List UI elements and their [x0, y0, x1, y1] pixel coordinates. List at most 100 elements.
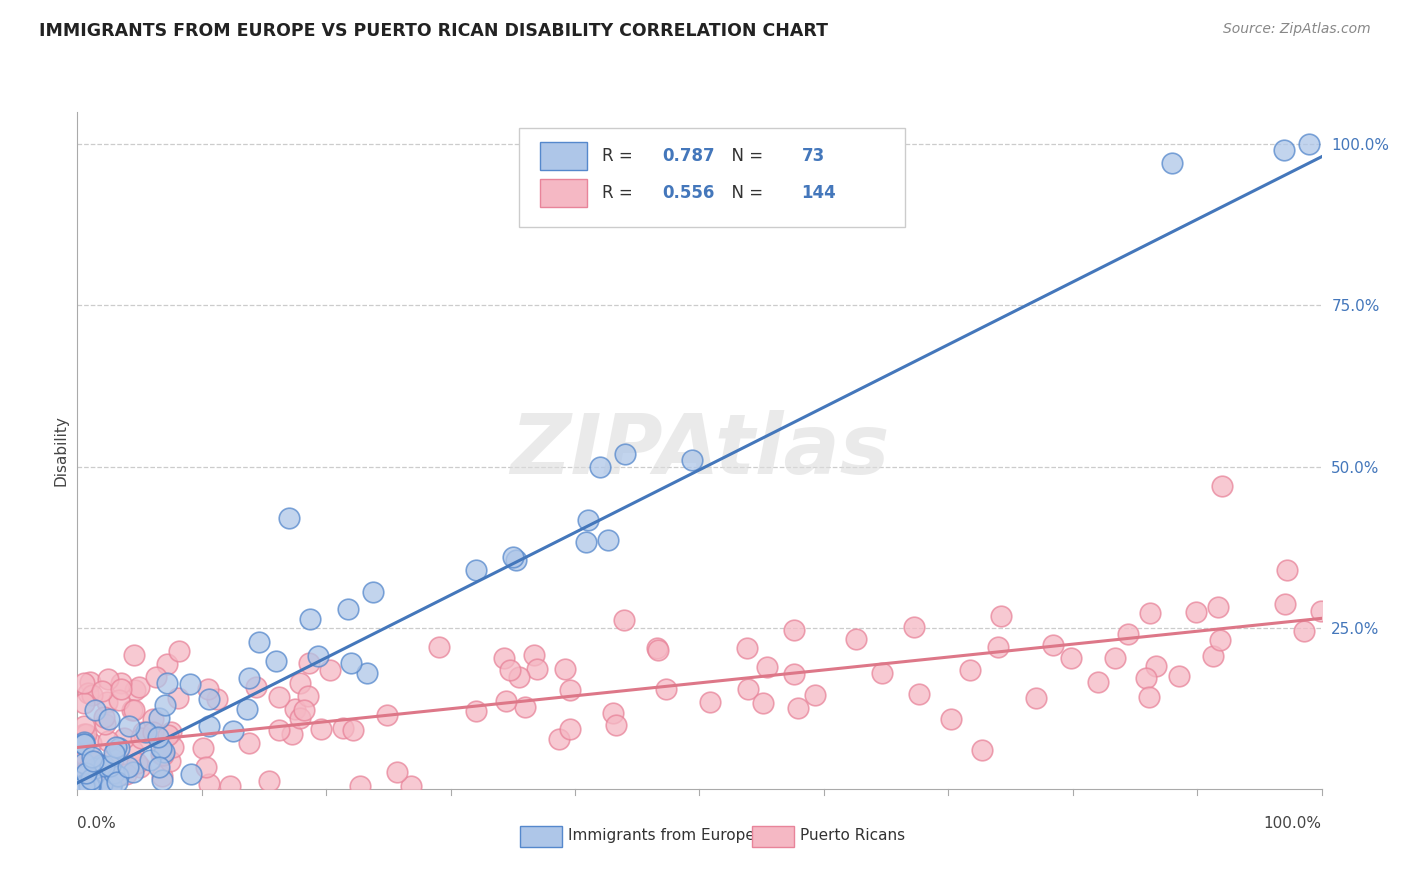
Point: [112, 731, 135, 746]
Point: [1298, 136, 1320, 151]
Point: [307, 649, 329, 664]
Point: [107, 769, 129, 783]
Point: [72, 676, 94, 690]
Text: Puerto Ricans: Puerto Ricans: [800, 829, 905, 843]
Point: [110, 756, 132, 770]
FancyBboxPatch shape: [519, 128, 905, 227]
Point: [166, 690, 188, 705]
Point: [150, 747, 173, 761]
Point: [94, 770, 117, 784]
Point: [197, 682, 219, 697]
Point: [79, 779, 101, 793]
Point: [96, 695, 118, 709]
Point: [94, 779, 117, 793]
Point: [179, 676, 201, 690]
Point: [1292, 624, 1315, 639]
Point: [290, 711, 312, 725]
Text: N =: N =: [721, 184, 768, 202]
Point: [1209, 632, 1232, 647]
Point: [153, 745, 176, 759]
Point: [72, 769, 94, 783]
Point: [180, 767, 202, 781]
Point: [959, 664, 981, 678]
Point: [198, 719, 221, 733]
Point: [513, 700, 536, 714]
Point: [150, 773, 173, 788]
Point: [150, 769, 173, 783]
Point: [124, 683, 146, 698]
Point: [195, 760, 218, 774]
Point: [613, 447, 636, 461]
Point: [401, 779, 423, 793]
Point: [787, 700, 810, 714]
Point: [159, 754, 181, 768]
Point: [575, 534, 598, 549]
Point: [77, 779, 100, 793]
Point: [101, 752, 124, 766]
Point: [1042, 638, 1064, 652]
Point: [72, 765, 94, 780]
Point: [97, 672, 120, 686]
Point: [605, 718, 627, 732]
Point: [75, 727, 97, 741]
Point: [100, 779, 122, 793]
Text: IMMIGRANTS FROM EUROPE VS PUERTO RICAN DISABILITY CORRELATION CHART: IMMIGRANTS FROM EUROPE VS PUERTO RICAN D…: [39, 22, 828, 40]
Point: [98, 759, 121, 773]
Point: [647, 640, 669, 655]
Point: [498, 663, 520, 677]
Point: [245, 681, 267, 695]
Point: [526, 662, 548, 676]
Point: [1116, 627, 1139, 641]
FancyBboxPatch shape: [540, 142, 588, 170]
Point: [82, 755, 104, 769]
Point: [93, 709, 115, 723]
Point: [145, 670, 167, 684]
Point: [340, 656, 363, 670]
Point: [1137, 690, 1160, 704]
Point: [80, 750, 103, 764]
Point: [142, 712, 165, 726]
Point: [508, 670, 530, 684]
Point: [101, 775, 124, 789]
Point: [361, 585, 384, 599]
Point: [132, 724, 155, 739]
Point: [222, 723, 245, 738]
Point: [100, 779, 122, 793]
Point: [1025, 691, 1047, 706]
Point: [197, 776, 219, 790]
Point: [160, 725, 183, 739]
Point: [277, 511, 299, 525]
Point: [267, 690, 290, 704]
Point: [191, 741, 214, 756]
Point: [75, 766, 97, 780]
Point: [139, 753, 162, 767]
Point: [93, 759, 115, 773]
Point: [495, 693, 517, 707]
Point: [152, 747, 174, 762]
Point: [596, 533, 619, 548]
Point: [149, 741, 172, 756]
Point: [91, 683, 114, 698]
Point: [1087, 675, 1109, 690]
Point: [356, 666, 378, 681]
Point: [117, 760, 139, 774]
Point: [987, 640, 1010, 655]
Point: [103, 746, 125, 760]
Point: [110, 676, 132, 690]
Point: [97, 712, 120, 726]
Point: [264, 654, 287, 668]
Point: [135, 724, 157, 739]
Point: [79, 772, 101, 787]
Point: [1139, 606, 1161, 620]
Point: [90, 757, 112, 772]
Point: [75, 779, 97, 793]
Point: [494, 651, 516, 665]
Point: [121, 765, 143, 780]
Point: [97, 734, 120, 748]
Point: [218, 779, 240, 793]
Point: [737, 681, 759, 696]
Point: [72, 697, 94, 711]
Point: [280, 727, 302, 741]
Point: [76, 763, 98, 777]
Point: [156, 657, 179, 671]
